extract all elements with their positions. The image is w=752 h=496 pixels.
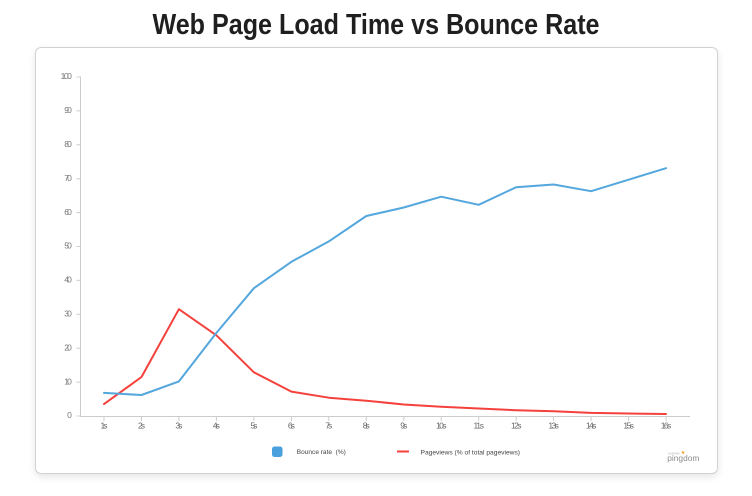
- svg-text:14s: 14s: [586, 420, 597, 430]
- svg-text:50: 50: [64, 241, 72, 251]
- svg-text:SOLARWINDS: SOLARWINDS: [668, 451, 680, 455]
- svg-text:9s: 9s: [400, 420, 407, 430]
- svg-text:70: 70: [64, 173, 72, 183]
- svg-text:0: 0: [67, 410, 72, 420]
- svg-text:4s: 4s: [213, 420, 220, 430]
- svg-text:90: 90: [64, 105, 72, 115]
- svg-text:15s: 15s: [623, 420, 634, 430]
- svg-text:16s: 16s: [661, 420, 672, 430]
- svg-text:13s: 13s: [548, 420, 559, 430]
- svg-text:5s: 5s: [250, 420, 257, 430]
- svg-text:pingdom: pingdom: [667, 453, 699, 463]
- svg-text:1s: 1s: [101, 420, 108, 430]
- svg-text:12s: 12s: [511, 420, 522, 430]
- svg-text:6s: 6s: [288, 420, 295, 430]
- svg-text:3s: 3s: [175, 420, 182, 430]
- svg-text:20: 20: [64, 342, 72, 352]
- svg-text:30: 30: [64, 309, 72, 319]
- svg-text:100: 100: [61, 71, 72, 81]
- svg-text:Bounce rate (%): Bounce rate (%): [297, 449, 346, 456]
- svg-text:Pageviews (% of total pageview: Pageviews (% of total pageviews): [421, 449, 521, 456]
- svg-text:40: 40: [64, 275, 72, 285]
- svg-text:60: 60: [64, 207, 72, 217]
- svg-text:7s: 7s: [325, 420, 332, 430]
- svg-text:10s: 10s: [436, 420, 447, 430]
- svg-text:10: 10: [64, 376, 72, 386]
- svg-text:80: 80: [64, 139, 72, 149]
- svg-text:8s: 8s: [363, 420, 370, 430]
- svg-text:11s: 11s: [473, 420, 484, 430]
- svg-text:2s: 2s: [138, 420, 145, 430]
